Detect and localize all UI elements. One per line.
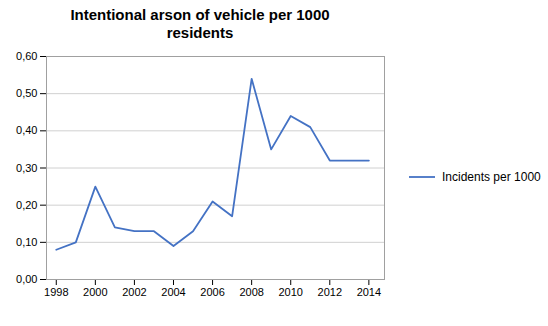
svg-text:0,00: 0,00 (16, 273, 37, 285)
html-text:Incidents per 1000: Incidents per 1000 (442, 169, 541, 184)
svg-text:0,10: 0,10 (16, 236, 37, 248)
svg-text:2002: 2002 (122, 286, 146, 298)
svg-text:0,50: 0,50 (16, 87, 37, 99)
svg-text:0,20: 0,20 (16, 199, 37, 211)
svg-text:2000: 2000 (83, 286, 107, 298)
svg-text:0,40: 0,40 (16, 124, 37, 136)
html-text:Intentional arson of vehicle p: Intentional arson of vehicle per 1000 re… (70, 6, 330, 41)
svg-text:1998: 1998 (44, 286, 68, 298)
svg-text:2004: 2004 (161, 286, 185, 298)
svg-text:0,60: 0,60 (16, 50, 37, 62)
svg-text:2006: 2006 (200, 286, 224, 298)
svg-text:2010: 2010 (278, 286, 302, 298)
svg-text:0,30: 0,30 (16, 162, 37, 174)
svg-text:2014: 2014 (357, 286, 381, 298)
svg-text:2008: 2008 (239, 286, 263, 298)
svg-text:2012: 2012 (318, 286, 342, 298)
